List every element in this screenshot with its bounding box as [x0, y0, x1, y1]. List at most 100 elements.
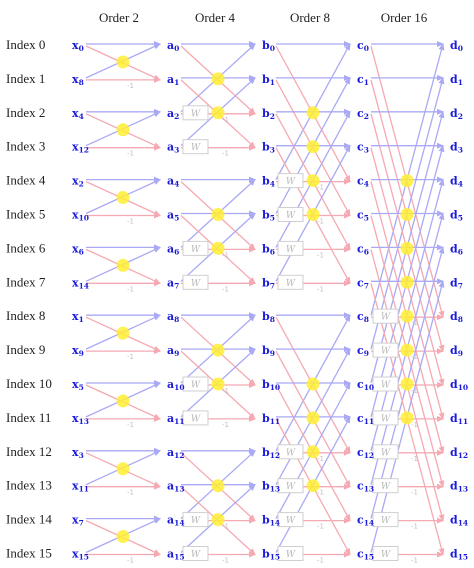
node-c-0: c0 — [357, 39, 369, 53]
node-d-7: d7 — [450, 276, 463, 290]
twiddle-label: W — [191, 279, 201, 289]
header-order-2: Order 2 — [99, 10, 139, 25]
node-x-0: x0 — [72, 39, 84, 53]
twiddle-box — [182, 139, 209, 155]
negate-label: -1 — [127, 489, 134, 497]
node-x-9: x9 — [72, 344, 84, 358]
node-x-3: x3 — [72, 446, 84, 460]
node-c-2: c2 — [357, 107, 369, 121]
negate-label: -1 — [411, 455, 418, 463]
crossing-marker — [400, 241, 414, 255]
node-b-2: b2 — [262, 107, 275, 121]
twiddle-box — [277, 444, 304, 460]
negate-label: -1 — [222, 523, 229, 531]
negate-label: -1 — [411, 421, 418, 429]
crossing-marker — [211, 513, 225, 527]
node-d-9: d9 — [450, 344, 463, 358]
node-x-4: x4 — [72, 107, 84, 121]
index-label-0: Index 0 — [6, 37, 45, 52]
index-label-9: Index 9 — [6, 342, 45, 357]
negate-label: -1 — [411, 319, 418, 327]
node-b-5: b5 — [262, 209, 275, 223]
twiddle-label: W — [191, 550, 201, 560]
crossing-marker — [306, 106, 320, 120]
crossing-marker — [400, 377, 414, 391]
twiddle-label: W — [381, 381, 391, 391]
node-b-3: b3 — [262, 141, 275, 155]
node-d-4: d4 — [450, 175, 463, 189]
crossing-marker — [116, 55, 130, 69]
twiddle-label: W — [381, 414, 391, 424]
crossing-marker — [306, 174, 320, 188]
index-label-10: Index 10 — [6, 376, 52, 391]
twiddle-box — [372, 376, 399, 392]
twiddle-label: W — [381, 482, 391, 492]
crossing-marker — [400, 208, 414, 221]
negate-label: -1 — [317, 251, 324, 259]
index-label-6: Index 6 — [6, 240, 46, 255]
negate-label: -1 — [127, 285, 134, 293]
negate-label: -1 — [317, 523, 324, 531]
node-c-3: c3 — [357, 141, 369, 155]
negate-label: -1 — [411, 353, 418, 361]
node-b-0: b0 — [262, 39, 275, 53]
twiddle-box — [277, 478, 304, 494]
negate-label: -1 — [411, 523, 418, 531]
node-d-8: d8 — [450, 310, 463, 324]
node-b-14: b14 — [262, 514, 280, 528]
negate-label: -1 — [127, 218, 134, 226]
node-c-14: c14 — [357, 514, 374, 528]
node-d-2: d2 — [450, 107, 463, 121]
node-a-4: a4 — [167, 175, 179, 189]
crossing-marker — [400, 275, 414, 289]
node-b-9: b9 — [262, 344, 275, 358]
twiddle-label: W — [191, 143, 201, 153]
negate-label: -1 — [222, 421, 229, 429]
node-d-15: d15 — [450, 548, 468, 562]
node-a-15: a15 — [167, 548, 185, 562]
index-label-5: Index 5 — [6, 207, 45, 222]
node-x-8: x8 — [72, 73, 84, 87]
index-label-1: Index 1 — [6, 71, 45, 86]
butterfly-edges — [85, 41, 445, 558]
node-a-12: a12 — [167, 446, 185, 460]
twiddle-box — [277, 173, 304, 189]
node-a-3: a3 — [167, 141, 179, 155]
node-labels: x0 x8 x4 x12 x2 x10 x6 x14 x1 x9 x5 x13 x3 x11 x7 x15 a0… — [72, 39, 468, 562]
twiddle-label: W — [191, 516, 201, 526]
negate-label: -1 — [317, 184, 324, 192]
crossing-marker — [116, 191, 130, 205]
twiddle-box — [277, 240, 304, 256]
negate-label: -1 — [127, 557, 134, 565]
twiddle-box — [277, 207, 304, 222]
node-c-12: c12 — [357, 446, 374, 460]
node-c-8: c8 — [357, 310, 369, 324]
node-a-9: a9 — [167, 344, 179, 358]
node-d-1: d1 — [450, 73, 463, 87]
header-order-4: Order 4 — [195, 10, 236, 25]
twiddle-label: W — [191, 109, 201, 119]
node-a-6: a6 — [167, 242, 179, 256]
node-x-10: x10 — [72, 209, 89, 223]
negate-label: -1 — [317, 285, 324, 293]
crossing-marker — [400, 411, 414, 425]
index-label-2: Index 2 — [6, 105, 45, 120]
node-x-6: x6 — [72, 242, 84, 256]
node-d-11: d11 — [450, 412, 468, 426]
negate-label: -1 — [411, 557, 418, 565]
header-order-8: Order 8 — [290, 10, 330, 25]
twiddle-box — [372, 512, 399, 528]
node-x-15: x15 — [72, 548, 89, 562]
column-headers: Order 2 Order 4 Order 8 Order 16 — [99, 10, 428, 25]
node-x-7: x7 — [72, 514, 84, 528]
node-a-2: a2 — [167, 107, 179, 121]
node-b-10: b10 — [262, 378, 280, 392]
twiddle-label: W — [286, 482, 296, 492]
twiddle-box — [277, 274, 304, 290]
twiddle-label: W — [286, 245, 296, 255]
twiddle-box — [182, 546, 209, 561]
negate-label: -1 — [222, 387, 229, 395]
node-b-1: b1 — [262, 73, 275, 87]
crossing-marker — [116, 462, 130, 476]
twiddle-label: W — [286, 516, 296, 526]
